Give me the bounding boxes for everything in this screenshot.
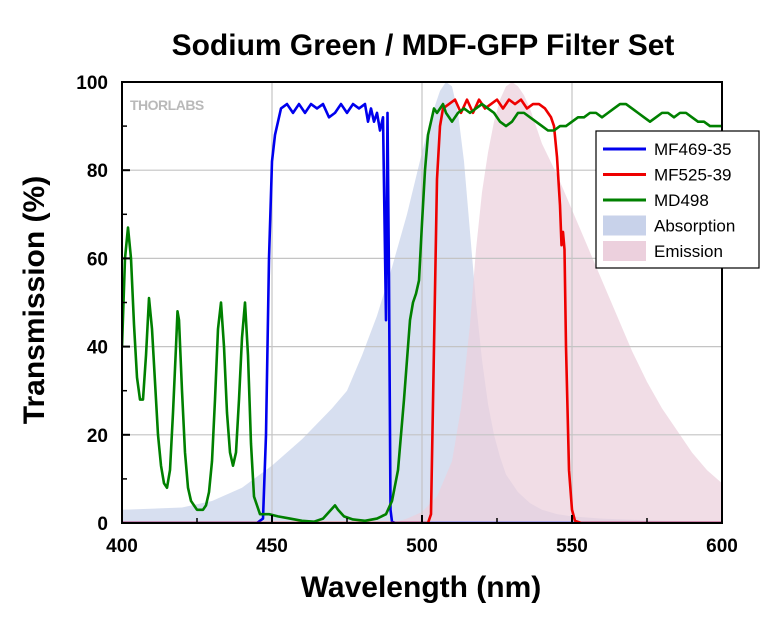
legend-swatch — [603, 241, 646, 261]
x-tick-label: 450 — [256, 536, 288, 557]
y-tick-label: 0 — [97, 514, 108, 535]
x-tick-label: 600 — [706, 536, 738, 557]
line-mf469-35 — [122, 102, 722, 523]
y-tick-label: 20 — [87, 426, 108, 447]
x-axis-title: Wavelength (nm) — [301, 571, 542, 604]
y-tick-label: 100 — [76, 73, 108, 94]
x-tick-label: 500 — [406, 536, 438, 557]
line-mf525-39 — [122, 98, 722, 523]
line-series-group — [122, 98, 722, 523]
y-tick-label: 60 — [87, 249, 108, 270]
y-tick-label: 40 — [87, 338, 108, 359]
x-tick-label: 400 — [106, 536, 138, 557]
legend-label: Emission — [654, 242, 723, 261]
line-md498 — [122, 102, 722, 523]
legend-label: MF525-39 — [654, 166, 731, 185]
y-tick-label: 80 — [87, 161, 108, 182]
legend-label: MF469-35 — [654, 140, 731, 159]
legend-label: MD498 — [654, 191, 709, 210]
axis-ticks: 400 450 500 550 600 0 20 40 60 80 100 — [76, 73, 738, 557]
thorlabs-watermark: THORLABS — [130, 97, 204, 113]
chart-title: Sodium Green / MDF-GFP Filter Set — [172, 29, 675, 62]
legend-label: Absorption — [654, 217, 735, 236]
legend: MF469-35 MF525-39 MD498 Absorption Emission — [595, 130, 760, 269]
x-tick-label: 550 — [556, 536, 588, 557]
legend-swatch — [603, 215, 646, 236]
y-axis-title: Transmission (%) — [18, 176, 51, 424]
